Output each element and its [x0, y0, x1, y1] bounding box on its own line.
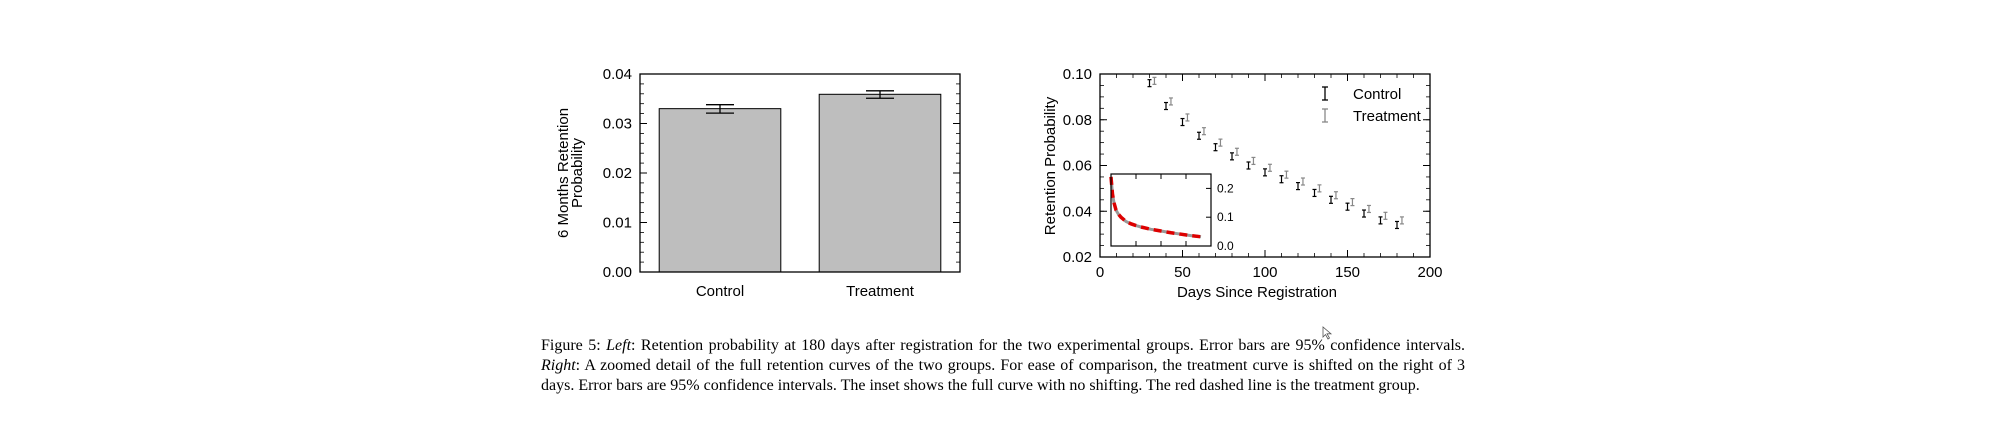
left-y-tick-label: 0.02 [603, 165, 632, 182]
right-y-axis-label: Retention Probability [1042, 96, 1059, 235]
right-y-tick-label: 0.10 [1063, 66, 1092, 83]
inset-background [1111, 174, 1211, 246]
point-treatment [1168, 97, 1173, 106]
inset-y-tick-label: 0.1 [1217, 210, 1234, 224]
right-x-tick-label: 100 [1252, 264, 1277, 281]
right-x-tick-labels: 0 50 100 150 200 [1096, 264, 1443, 281]
point-control [1147, 79, 1152, 88]
right-x-tick-label: 0 [1096, 264, 1104, 281]
caption-right-word: Right [541, 357, 576, 374]
left-y-axis-label-line1: 6 Months Retention [555, 108, 572, 238]
point-treatment [1218, 138, 1223, 147]
point-control [1197, 131, 1201, 140]
point-treatment [1317, 184, 1322, 193]
point-treatment [1333, 191, 1338, 200]
point-control [1312, 188, 1317, 198]
inset-y-tick-labels: 0.0 0.1 0.2 [1217, 181, 1234, 253]
right-x-axis-label: Days Since Registration [1177, 284, 1337, 301]
data-points [1147, 76, 1404, 230]
figure-caption: Figure 5: Left: Retention probability at… [541, 336, 1465, 396]
point-treatment [1201, 127, 1206, 136]
inset-y-tick-label: 0.2 [1217, 181, 1234, 195]
left-y-tick-label: 0.01 [603, 215, 632, 232]
error-bars [706, 90, 894, 114]
legend-treatment-label: Treatment [1353, 108, 1422, 125]
caption-left-text: : Retention probability at 180 days afte… [631, 337, 1466, 354]
bar-treatment [818, 93, 942, 273]
caption-prefix: Figure 5: [541, 337, 607, 354]
point-control [1345, 202, 1350, 211]
point-control [1395, 220, 1399, 230]
point-control [1230, 152, 1234, 161]
left-y-tick-label: 0.00 [603, 264, 632, 281]
point-treatment [1300, 177, 1305, 186]
point-treatment [1185, 113, 1190, 122]
right-y-tick-labels: 0.02 0.04 0.06 0.08 0.10 [1063, 66, 1092, 266]
left-y-tick-labels: 0.00 0.01 0.02 0.03 0.04 [603, 66, 632, 281]
point-treatment [1152, 76, 1157, 85]
point-treatment [1399, 216, 1404, 225]
legend: Control Treatment [1322, 86, 1422, 125]
point-control [1263, 168, 1267, 177]
inset-y-tick-label: 0.0 [1217, 239, 1234, 253]
point-treatment [1234, 147, 1239, 156]
mouse-cursor-icon [1322, 326, 1333, 340]
right-plot-frame [1099, 73, 1431, 258]
scatter-chart: 0.02 0.04 0.06 0.08 0.10 0 50 100 150 200 Days S… [1042, 66, 1443, 301]
caption-left-word: Left [606, 337, 632, 354]
left-y-tick-label: 0.04 [603, 66, 632, 83]
legend-control-label: Control [1353, 86, 1401, 103]
point-control [1362, 209, 1366, 218]
legend-treatment-marker [1322, 108, 1328, 123]
right-y-tick-label: 0.02 [1063, 249, 1092, 266]
point-treatment [1284, 170, 1289, 179]
left-x-tick-label: Control [696, 283, 744, 300]
right-x-tick-label: 150 [1335, 264, 1360, 281]
point-treatment [1267, 163, 1272, 172]
point-control [1164, 101, 1168, 111]
right-x-tick-label: 50 [1174, 264, 1191, 281]
inset-treatment-curve [1109, 176, 1202, 239]
bar-chart: 0.00 0.01 0.02 0.03 0.04 Control Treatment 6 … [555, 66, 961, 300]
point-control [1180, 117, 1185, 127]
bars [658, 93, 942, 273]
left-y-tick-label: 0.03 [603, 116, 632, 133]
point-control [1296, 181, 1300, 191]
left-x-tick-labels: Control Treatment [696, 283, 915, 300]
point-treatment [1251, 156, 1256, 166]
right-y-tick-label: 0.08 [1063, 112, 1092, 129]
right-y-tick-label: 0.04 [1063, 203, 1092, 220]
figure: 0.000.010.020.030.04 Control Treatment 6 … [555, 66, 1443, 301]
left-y-axis-label-line2: Probability [569, 137, 586, 208]
point-control [1279, 175, 1284, 184]
left-x-tick-label: Treatment [846, 283, 915, 300]
point-control [1329, 195, 1333, 204]
point-treatment [1366, 204, 1371, 214]
inset-frame [1110, 173, 1212, 247]
legend-control-marker [1322, 86, 1328, 101]
right-x-tick-label: 200 [1417, 264, 1442, 281]
point-control [1213, 143, 1218, 152]
inset-chart: 0.0 0.1 0.2 [1109, 173, 1234, 253]
left-plot-frame [639, 73, 961, 273]
point-control [1246, 161, 1251, 170]
bar-control [658, 108, 782, 273]
caption-right-text: : A zoomed detail of the full retention … [541, 357, 1465, 394]
right-y-tick-label: 0.06 [1063, 158, 1092, 175]
point-control [1378, 216, 1383, 225]
point-treatment [1383, 211, 1388, 220]
point-treatment [1350, 198, 1355, 207]
